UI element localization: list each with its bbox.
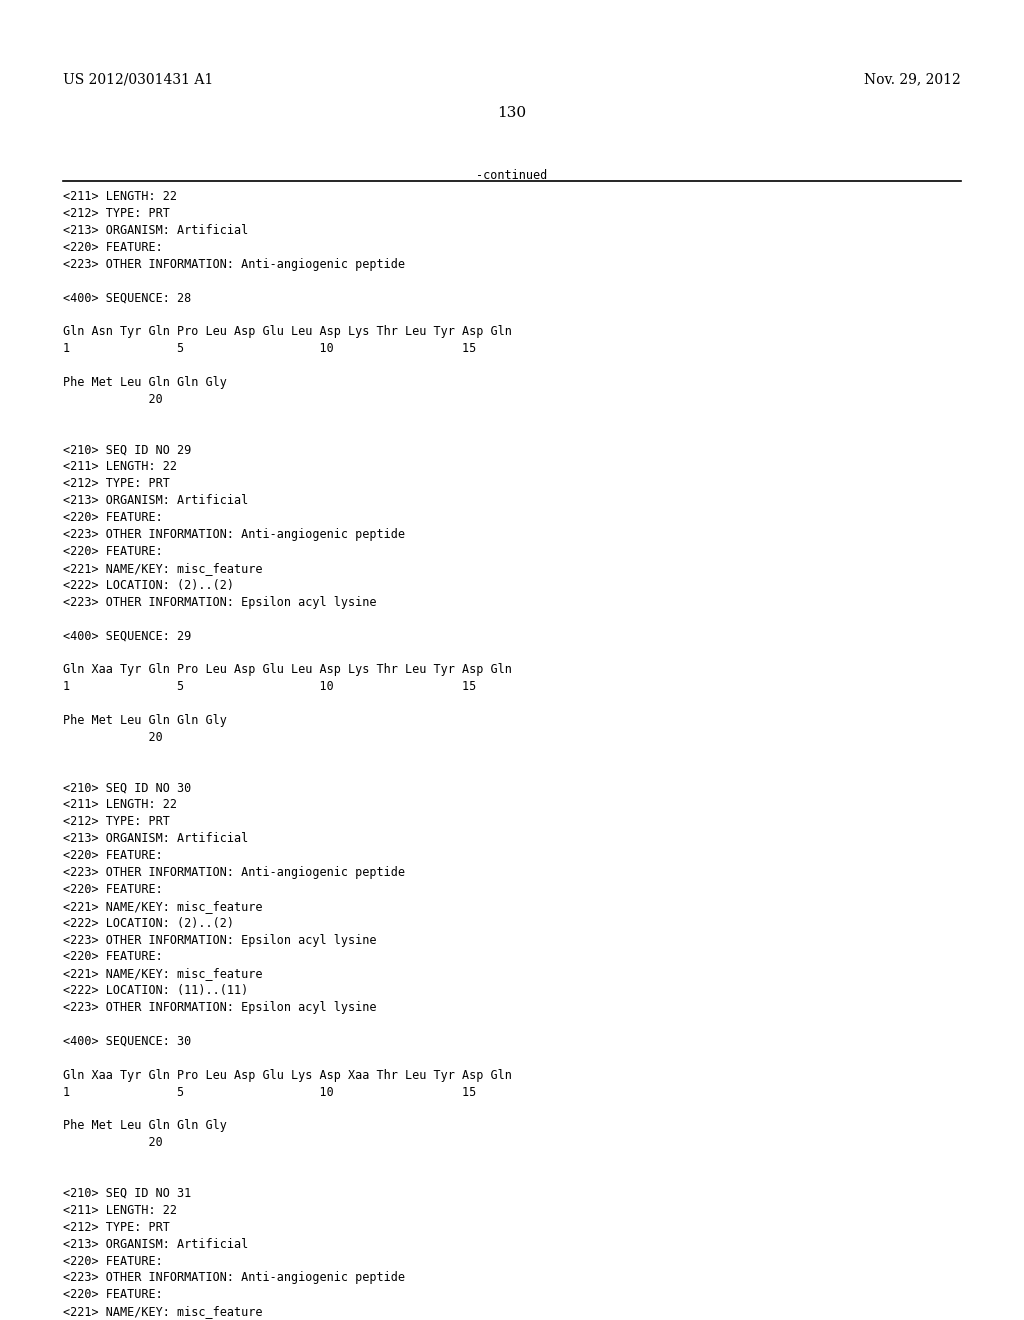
Text: US 2012/0301431 A1: US 2012/0301431 A1 xyxy=(63,73,214,87)
Text: Gln Xaa Tyr Gln Pro Leu Asp Glu Leu Asp Lys Thr Leu Tyr Asp Gln: Gln Xaa Tyr Gln Pro Leu Asp Glu Leu Asp … xyxy=(63,663,512,676)
Text: <223> OTHER INFORMATION: Anti-angiogenic peptide: <223> OTHER INFORMATION: Anti-angiogenic… xyxy=(63,257,406,271)
Text: <211> LENGTH: 22: <211> LENGTH: 22 xyxy=(63,1204,177,1217)
Text: <222> LOCATION: (2)..(2): <222> LOCATION: (2)..(2) xyxy=(63,578,234,591)
Text: <400> SEQUENCE: 30: <400> SEQUENCE: 30 xyxy=(63,1035,191,1048)
Text: <212> TYPE: PRT: <212> TYPE: PRT xyxy=(63,478,170,490)
Text: Nov. 29, 2012: Nov. 29, 2012 xyxy=(864,73,961,87)
Text: <223> OTHER INFORMATION: Anti-angiogenic peptide: <223> OTHER INFORMATION: Anti-angiogenic… xyxy=(63,528,406,541)
Text: 20: 20 xyxy=(63,731,163,743)
Text: <220> FEATURE:: <220> FEATURE: xyxy=(63,849,163,862)
Text: 20: 20 xyxy=(63,1137,163,1150)
Text: Phe Met Leu Gln Gln Gly: Phe Met Leu Gln Gln Gly xyxy=(63,1119,227,1133)
Text: <221> NAME/KEY: misc_feature: <221> NAME/KEY: misc_feature xyxy=(63,562,263,574)
Text: <222> LOCATION: (2)..(2): <222> LOCATION: (2)..(2) xyxy=(63,916,234,929)
Text: <223> OTHER INFORMATION: Epsilon acyl lysine: <223> OTHER INFORMATION: Epsilon acyl ly… xyxy=(63,1001,377,1014)
Text: <220> FEATURE:: <220> FEATURE: xyxy=(63,545,163,558)
Text: <223> OTHER INFORMATION: Epsilon acyl lysine: <223> OTHER INFORMATION: Epsilon acyl ly… xyxy=(63,595,377,609)
Text: <400> SEQUENCE: 28: <400> SEQUENCE: 28 xyxy=(63,292,191,305)
Text: <221> NAME/KEY: misc_feature: <221> NAME/KEY: misc_feature xyxy=(63,1305,263,1319)
Text: Phe Met Leu Gln Gln Gly: Phe Met Leu Gln Gln Gly xyxy=(63,714,227,727)
Text: <211> LENGTH: 22: <211> LENGTH: 22 xyxy=(63,461,177,474)
Text: <220> FEATURE:: <220> FEATURE: xyxy=(63,950,163,964)
Text: <210> SEQ ID NO 30: <210> SEQ ID NO 30 xyxy=(63,781,191,795)
Text: <223> OTHER INFORMATION: Epsilon acyl lysine: <223> OTHER INFORMATION: Epsilon acyl ly… xyxy=(63,933,377,946)
Text: <220> FEATURE:: <220> FEATURE: xyxy=(63,1288,163,1302)
Text: <400> SEQUENCE: 29: <400> SEQUENCE: 29 xyxy=(63,630,191,643)
Text: <220> FEATURE:: <220> FEATURE: xyxy=(63,240,163,253)
Text: <221> NAME/KEY: misc_feature: <221> NAME/KEY: misc_feature xyxy=(63,968,263,981)
Text: 1               5                   10                  15: 1 5 10 15 xyxy=(63,680,477,693)
Text: <222> LOCATION: (11)..(11): <222> LOCATION: (11)..(11) xyxy=(63,985,249,997)
Text: Gln Asn Tyr Gln Pro Leu Asp Glu Leu Asp Lys Thr Leu Tyr Asp Gln: Gln Asn Tyr Gln Pro Leu Asp Glu Leu Asp … xyxy=(63,325,512,338)
Text: <211> LENGTH: 22: <211> LENGTH: 22 xyxy=(63,799,177,812)
Text: <220> FEATURE:: <220> FEATURE: xyxy=(63,511,163,524)
Text: 130: 130 xyxy=(498,106,526,120)
Text: <223> OTHER INFORMATION: Anti-angiogenic peptide: <223> OTHER INFORMATION: Anti-angiogenic… xyxy=(63,866,406,879)
Text: <210> SEQ ID NO 29: <210> SEQ ID NO 29 xyxy=(63,444,191,457)
Text: 1               5                   10                  15: 1 5 10 15 xyxy=(63,1085,477,1098)
Text: <213> ORGANISM: Artificial: <213> ORGANISM: Artificial xyxy=(63,1238,249,1250)
Text: <220> FEATURE:: <220> FEATURE: xyxy=(63,1254,163,1267)
Text: <210> SEQ ID NO 31: <210> SEQ ID NO 31 xyxy=(63,1187,191,1200)
Text: Phe Met Leu Gln Gln Gly: Phe Met Leu Gln Gln Gly xyxy=(63,376,227,389)
Text: <221> NAME/KEY: misc_feature: <221> NAME/KEY: misc_feature xyxy=(63,900,263,912)
Text: <223> OTHER INFORMATION: Anti-angiogenic peptide: <223> OTHER INFORMATION: Anti-angiogenic… xyxy=(63,1271,406,1284)
Text: <213> ORGANISM: Artificial: <213> ORGANISM: Artificial xyxy=(63,494,249,507)
Text: <212> TYPE: PRT: <212> TYPE: PRT xyxy=(63,207,170,220)
Text: <213> ORGANISM: Artificial: <213> ORGANISM: Artificial xyxy=(63,224,249,236)
Text: 20: 20 xyxy=(63,393,163,405)
Text: <212> TYPE: PRT: <212> TYPE: PRT xyxy=(63,816,170,828)
Text: Gln Xaa Tyr Gln Pro Leu Asp Glu Lys Asp Xaa Thr Leu Tyr Asp Gln: Gln Xaa Tyr Gln Pro Leu Asp Glu Lys Asp … xyxy=(63,1069,512,1081)
Text: 1               5                   10                  15: 1 5 10 15 xyxy=(63,342,477,355)
Text: -continued: -continued xyxy=(476,169,548,182)
Text: <211> LENGTH: 22: <211> LENGTH: 22 xyxy=(63,190,177,203)
Text: <212> TYPE: PRT: <212> TYPE: PRT xyxy=(63,1221,170,1234)
Text: <220> FEATURE:: <220> FEATURE: xyxy=(63,883,163,896)
Text: <213> ORGANISM: Artificial: <213> ORGANISM: Artificial xyxy=(63,832,249,845)
